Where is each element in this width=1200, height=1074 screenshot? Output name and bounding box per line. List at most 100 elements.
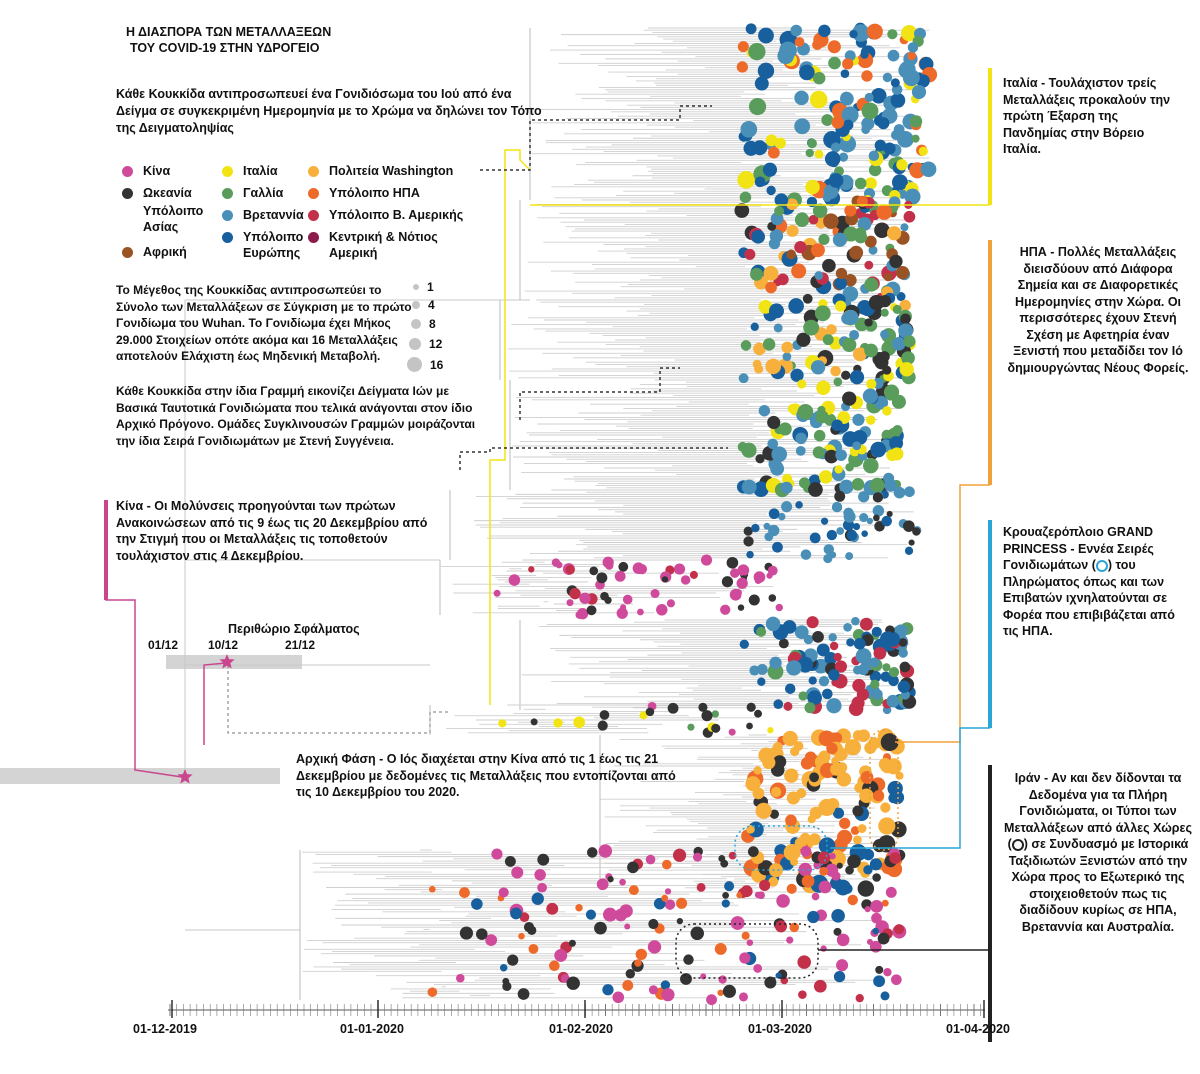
italy-dashed-3 xyxy=(519,367,680,420)
sample-dot xyxy=(736,892,743,899)
sample-dot xyxy=(820,517,829,525)
sample-dot xyxy=(900,223,909,232)
sample-dot xyxy=(862,848,875,861)
sample-dot xyxy=(900,313,911,325)
sample-dot xyxy=(842,58,854,70)
sample-dot xyxy=(811,892,820,901)
sample-dot xyxy=(824,449,839,464)
sample-dot xyxy=(765,134,778,147)
sample-dot xyxy=(882,365,892,375)
sample-dot xyxy=(827,40,841,54)
sample-dot xyxy=(754,76,769,91)
sample-dot xyxy=(885,886,897,898)
sample-dot xyxy=(788,298,804,314)
sample-dot xyxy=(766,185,776,196)
sample-dot xyxy=(507,954,519,966)
sample-dot xyxy=(796,212,808,223)
sample-dot xyxy=(881,429,893,441)
sample-dot xyxy=(706,994,717,1006)
sample-dot xyxy=(594,921,607,935)
sample-dot xyxy=(822,688,833,700)
sample-dot xyxy=(882,72,893,83)
sample-dot xyxy=(491,848,503,860)
sample-dot xyxy=(836,933,850,947)
sample-dot xyxy=(903,520,915,533)
sample-dot xyxy=(493,589,501,597)
legend-label: Κίνα xyxy=(143,164,171,178)
sample-dot xyxy=(818,676,830,687)
sample-dot xyxy=(767,438,779,450)
sample-dot xyxy=(586,847,598,858)
sample-dot xyxy=(823,213,839,229)
sample-dot xyxy=(783,701,793,711)
sample-dot xyxy=(836,772,852,787)
sample-dot xyxy=(864,906,871,913)
sample-dot xyxy=(852,24,870,42)
sample-dot xyxy=(794,37,805,47)
sample-dot xyxy=(537,853,550,866)
sample-dot xyxy=(485,934,498,946)
sample-dot xyxy=(815,410,829,424)
sample-dot xyxy=(793,741,804,751)
sample-dot xyxy=(918,146,928,156)
legend-swatch-rest-north-america xyxy=(308,210,319,221)
sample-dot xyxy=(911,84,927,100)
sample-dot xyxy=(809,532,821,544)
sample-dot xyxy=(782,730,798,747)
sample-dot xyxy=(575,610,584,619)
sample-dot xyxy=(673,563,686,575)
legend-label: Ιταλία xyxy=(243,164,278,178)
sample-dot xyxy=(849,245,864,260)
sample-dot xyxy=(833,652,842,662)
sample-dot xyxy=(832,807,845,819)
sample-dot xyxy=(812,203,828,218)
sample-dot xyxy=(829,641,839,651)
sample-dot xyxy=(875,965,884,974)
sample-dot xyxy=(868,150,880,162)
sample-dot xyxy=(869,670,882,683)
sample-dot xyxy=(762,162,778,177)
sample-dot xyxy=(781,501,793,513)
same-lines-note: Κάθε Κουκκίδα στην ίδια Γραμμή εικονίζει… xyxy=(116,384,476,448)
sample-dot xyxy=(768,876,779,887)
sample-dot xyxy=(748,97,767,116)
sample-dot xyxy=(797,379,807,389)
sample-dot xyxy=(871,626,882,637)
sample-dot xyxy=(531,892,544,905)
legend-swatch-washington xyxy=(308,166,319,177)
italy-annotation: Ιταλία - Τουλάχιστον τρείς Μεταλλάξεις π… xyxy=(1003,76,1171,156)
sample-dot xyxy=(864,260,874,270)
sample-dot xyxy=(812,630,824,643)
sample-dot xyxy=(754,176,766,188)
sample-dot xyxy=(903,335,916,348)
sample-dot xyxy=(828,669,840,681)
sample-dot xyxy=(786,198,798,211)
sample-dot xyxy=(737,41,749,53)
sample-dot xyxy=(741,479,757,495)
sample-dot xyxy=(843,622,852,632)
sample-dot xyxy=(893,486,906,499)
sample-dot xyxy=(786,249,797,260)
size-scale-item: 1 xyxy=(413,280,434,294)
sample-dot xyxy=(768,594,777,602)
legend-item-rest-asia: Υπόλοιπο Ασίας xyxy=(122,203,217,235)
sample-dot xyxy=(546,902,559,915)
sample-dot xyxy=(680,973,692,985)
error-star-icon xyxy=(219,654,235,669)
sample-dot xyxy=(851,478,865,491)
sample-dot xyxy=(774,206,785,217)
sample-dot xyxy=(753,342,766,356)
sample-dot xyxy=(770,786,782,798)
sample-dot xyxy=(889,254,903,269)
sample-dot xyxy=(854,230,868,244)
sample-dot xyxy=(808,833,821,846)
sample-dot xyxy=(785,814,797,827)
legend-item-rest-usa: Υπόλοιπο ΗΠΑ xyxy=(308,185,420,201)
sample-dot xyxy=(831,501,843,513)
sample-dot xyxy=(726,556,739,569)
sample-dot xyxy=(809,90,828,109)
sample-dot xyxy=(619,904,633,918)
size-scale: 1 4 8 12 16 xyxy=(406,280,466,380)
sample-dot xyxy=(842,286,859,302)
sample-dot xyxy=(859,513,869,523)
